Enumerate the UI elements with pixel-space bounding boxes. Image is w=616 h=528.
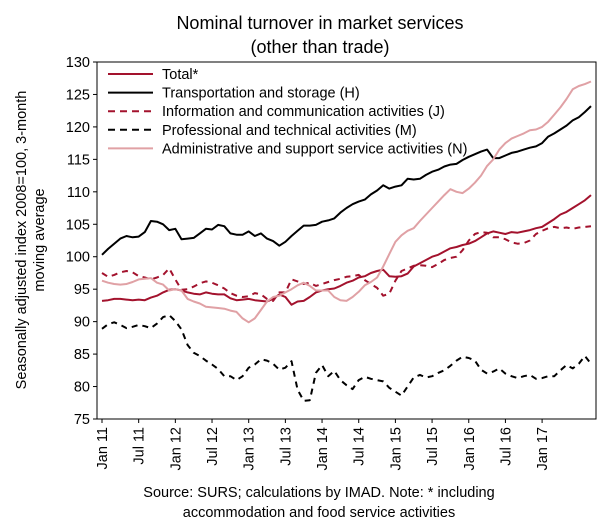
chart-title-line-2: (other than trade) — [250, 37, 389, 57]
legend-label: Information and communication activities… — [162, 104, 445, 120]
chart-title-line-1: Nominal turnover in market services — [176, 13, 463, 33]
x-axis: Jan 11 Jul 11 Jan 12 Jul 12 Jan 13 Jul 13 Jan … — [95, 419, 551, 471]
y-tick-label: 100 — [66, 250, 90, 266]
legend-label: Transportation and storage (H) — [162, 86, 360, 102]
x-tick-label: Jan 17 — [535, 427, 551, 471]
y-axis-label-line-2: moving average — [32, 188, 48, 291]
x-tick-label: Jul 15 — [425, 427, 441, 466]
y-tick-label: 125 — [66, 87, 90, 103]
y-tick-label: 120 — [66, 120, 90, 136]
source-note-line-1: Source: SURS; calculations by IMAD. Note… — [143, 485, 494, 501]
y-axis: 75 80 85 90 95 100 105 110 115 120 125 130 — [66, 55, 97, 428]
series-line-administrative-and-support-service-activities-n — [101, 80, 592, 324]
source-note: Source: SURS; calculations by IMAD. Note… — [143, 485, 494, 521]
x-tick-label: Jul 12 — [205, 427, 221, 466]
x-tick-label: Jul 13 — [278, 427, 294, 466]
x-tick-label: Jan 12 — [168, 427, 184, 471]
x-tick-label: Jul 11 — [132, 427, 148, 465]
source-note-line-2: accommodation and food service activitie… — [183, 505, 455, 521]
chart-title: Nominal turnover in market services (oth… — [176, 13, 463, 57]
legend-label: Professional and technical activities (M… — [162, 123, 417, 139]
y-axis-label: Seasonally adjusted index 2008=100, 3-mo… — [14, 91, 48, 390]
y-tick-label: 80 — [74, 380, 90, 396]
series-line-transportation-and-storage-h — [101, 105, 592, 256]
legend: Total* Transportation and storage (H) Info… — [108, 67, 467, 157]
x-tick-label: Jan 11 — [95, 427, 111, 469]
x-tick-label: Jan 14 — [315, 427, 331, 471]
y-axis-label-line-1: Seasonally adjusted index 2008=100, 3-mo… — [14, 91, 30, 390]
x-tick-label: Jan 13 — [242, 427, 258, 471]
y-tick-label: 85 — [74, 347, 90, 363]
series-line-professional-and-technical-activities-m — [101, 314, 592, 402]
legend-label: Total* — [162, 67, 199, 83]
y-tick-label: 105 — [66, 217, 90, 233]
series-lines — [101, 80, 592, 402]
y-tick-label: 110 — [67, 185, 90, 201]
y-tick-label: 115 — [67, 152, 90, 168]
y-tick-label: 75 — [74, 412, 90, 428]
x-tick-label: Jul 14 — [352, 427, 368, 466]
y-tick-label: 130 — [66, 55, 90, 71]
legend-label: Administrative and support service activ… — [162, 141, 467, 157]
y-tick-label: 95 — [74, 282, 90, 298]
x-tick-label: Jan 15 — [388, 427, 404, 471]
x-tick-label: Jul 16 — [498, 427, 514, 466]
y-tick-label: 90 — [74, 315, 90, 331]
x-tick-label: Jan 16 — [462, 427, 478, 471]
series-line-total — [101, 194, 592, 306]
series-line-information-and-communication-activities-j — [101, 225, 592, 302]
plot-frame — [96, 61, 597, 420]
